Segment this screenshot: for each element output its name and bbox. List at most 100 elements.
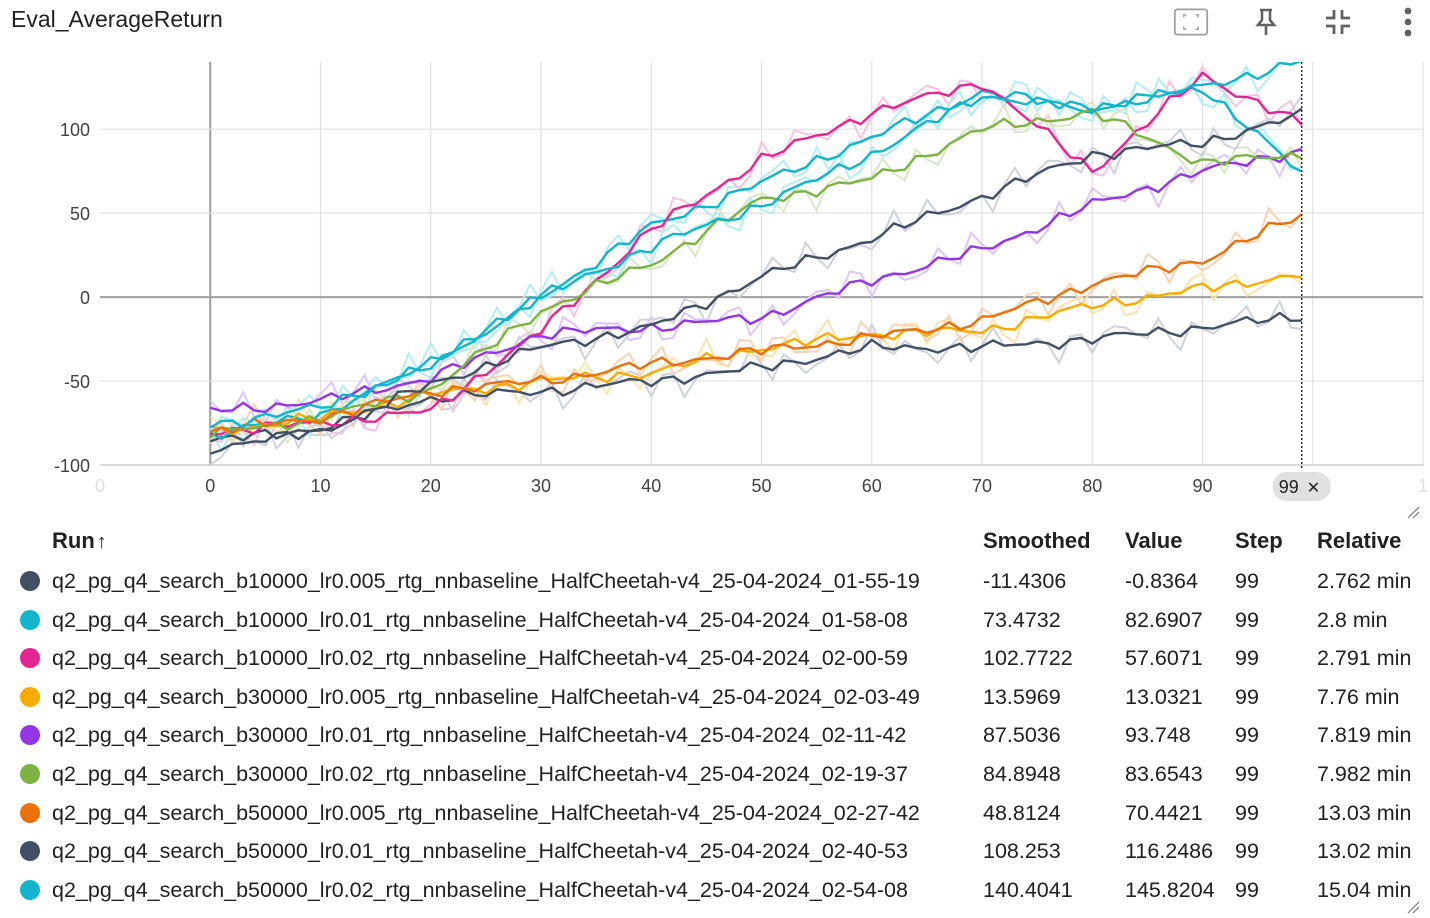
table-row[interactable]: q2_pg_q4_search_b30000_lr0.02_rtg_nnbase… <box>0 755 1430 793</box>
fit-domain-icon <box>1173 8 1209 36</box>
raw-value: 70.4421 <box>1125 800 1203 825</box>
raw-value: 57.6071 <box>1125 646 1203 671</box>
table-row[interactable]: q2_pg_q4_search_b30000_lr0.005_rtg_nnbas… <box>0 678 1430 716</box>
table-row[interactable]: q2_pg_q4_search_b50000_lr0.005_rtg_nnbas… <box>0 794 1430 832</box>
raw-value: -0.8364 <box>1125 569 1198 593</box>
smoothed-series-line[interactable] <box>209 311 1302 443</box>
table-row[interactable]: q2_pg_q4_search_b50000_lr0.02_rtg_nnbase… <box>0 871 1430 909</box>
table-row[interactable]: q2_pg_q4_search_b10000_lr0.02_rtg_nnbase… <box>0 639 1430 677</box>
smoothed-value: 102.7722 <box>983 646 1073 671</box>
pin-icon <box>1255 8 1277 35</box>
more-options-button[interactable] <box>1390 4 1426 40</box>
run-header-label: Run <box>52 528 95 553</box>
y-tick-label: -100 <box>54 456 90 476</box>
smoothed-series-line[interactable] <box>209 86 1303 440</box>
run-name: q2_pg_q4_search_b30000_lr0.005_rtg_nnbas… <box>52 684 920 709</box>
run-color-dot <box>20 879 40 900</box>
table-row[interactable]: q2_pg_q4_search_b10000_lr0.01_rtg_nnbase… <box>0 601 1430 639</box>
relative-time: 7.819 min <box>1317 723 1412 748</box>
relative-time: 13.02 min <box>1317 839 1412 864</box>
smoothed-series-line[interactable] <box>209 107 1303 439</box>
raw-value: 116.2486 <box>1125 839 1214 864</box>
raw-series-line <box>209 146 1303 425</box>
x-tick-label: 50 <box>751 476 771 496</box>
run-name: q2_pg_q4_search_b50000_lr0.02_rtg_nnbase… <box>52 877 908 902</box>
run-color-dot <box>20 686 40 707</box>
x-tick-label: 0 <box>205 476 215 496</box>
column-header-smoothed[interactable]: Smoothed <box>983 528 1091 553</box>
smoothed-value: 13.5969 <box>983 684 1061 709</box>
resize-handle-icon[interactable] <box>1406 505 1420 519</box>
run-name: q2_pg_q4_search_b50000_lr0.005_rtg_nnbas… <box>52 800 920 825</box>
x-tick-label: 70 <box>972 476 992 496</box>
step-value: 99 <box>1235 646 1259 671</box>
run-color-dot <box>20 571 40 591</box>
x-tick-label: 60 <box>862 476 882 496</box>
smoothed-value: 48.8124 <box>983 800 1061 825</box>
smoothed-series-line[interactable] <box>209 61 1303 429</box>
run-color-dot <box>20 802 40 823</box>
more-vert-icon <box>1404 7 1412 37</box>
x-tick-label: 0 <box>95 476 105 496</box>
step-value: 99 <box>1235 684 1259 709</box>
step-value: 99 <box>1235 839 1259 864</box>
step-value: 99 <box>1235 877 1259 902</box>
smoothed-value: 140.4041 <box>983 877 1073 902</box>
relative-time: 7.982 min <box>1317 762 1412 786</box>
y-tick-label: 0 <box>80 288 90 308</box>
run-color-dot <box>20 764 40 784</box>
column-header-relative[interactable]: Relative <box>1317 528 1402 553</box>
sort-ascending-icon: ↑ <box>96 531 107 553</box>
smoothed-series-line[interactable] <box>210 71 1303 436</box>
x-tick-label: 90 <box>1192 476 1212 496</box>
run-name: q2_pg_q4_search_b10000_lr0.005_rtg_nnbas… <box>52 569 920 593</box>
close-icon[interactable]: ✕ <box>1307 478 1320 497</box>
step-value: 99 <box>1235 569 1259 593</box>
raw-value: 93.748 <box>1125 723 1191 748</box>
smoothed-series-line[interactable] <box>209 107 1303 455</box>
table-row[interactable]: q2_pg_q4_search_b50000_lr0.01_rtg_nnbase… <box>0 832 1430 870</box>
relative-time: 7.76 min <box>1317 684 1400 709</box>
step-value: 99 <box>1235 800 1259 825</box>
raw-value: 13.0321 <box>1125 684 1203 709</box>
run-color-dot <box>20 648 40 669</box>
smoothed-value: 108.253 <box>983 839 1061 864</box>
table-row[interactable]: q2_pg_q4_search_b30000_lr0.01_rtg_nnbase… <box>0 716 1430 754</box>
raw-value: 82.6907 <box>1125 607 1203 632</box>
pin-button[interactable] <box>1248 4 1284 40</box>
run-name: q2_pg_q4_search_b30000_lr0.02_rtg_nnbase… <box>52 762 908 786</box>
raw-value: 83.6543 <box>1125 762 1203 786</box>
step-value: 99 <box>1235 607 1259 632</box>
relative-time: 2.762 min <box>1317 569 1412 593</box>
smoothed-value: -11.4306 <box>983 569 1067 593</box>
column-header-value[interactable]: Value <box>1125 528 1183 553</box>
run-name: q2_pg_q4_search_b10000_lr0.02_rtg_nnbase… <box>52 646 908 671</box>
table-row[interactable]: q2_pg_q4_search_b10000_lr0.005_rtg_nnbas… <box>0 562 1430 600</box>
y-tick-label: -50 <box>64 372 90 392</box>
x-tick-label: 10 <box>310 476 330 496</box>
y-tick-label: 50 <box>70 204 90 224</box>
line-chart[interactable]: 100 50 0 -50 -100 0 0 10 20 30 40 50 60 70 80 90 1 99 ✕ <box>0 48 1430 522</box>
smoothed-value: 87.5036 <box>983 723 1061 748</box>
collapse-icon <box>1326 10 1350 34</box>
run-name: q2_pg_q4_search_b50000_lr0.01_rtg_nnbase… <box>52 839 908 864</box>
column-header-step[interactable]: Step <box>1235 528 1283 553</box>
run-color-dot <box>20 609 40 630</box>
relative-time: 2.8 min <box>1317 607 1388 632</box>
fit-domain-button[interactable] <box>1173 4 1209 40</box>
run-name: q2_pg_q4_search_b10000_lr0.01_rtg_nnbase… <box>52 607 908 632</box>
x-tick-label: 40 <box>641 476 661 496</box>
x-tick-label: 80 <box>1082 476 1102 496</box>
run-name: q2_pg_q4_search_b30000_lr0.01_rtg_nnbase… <box>52 723 907 748</box>
relative-time: 15.04 min <box>1317 877 1412 902</box>
column-header-run[interactable]: Run ↑ <box>52 522 107 560</box>
collapse-button[interactable] <box>1320 4 1356 40</box>
resize-handle-icon[interactable] <box>1406 900 1420 914</box>
smoothed-series-line[interactable] <box>209 148 1303 414</box>
step-value: 99 <box>1235 762 1259 786</box>
raw-series-line <box>209 100 1303 445</box>
hover-step-chip[interactable]: 99 ✕ <box>1272 472 1331 501</box>
relative-time: 2.791 min <box>1317 646 1412 671</box>
step-value: 99 <box>1235 723 1259 748</box>
run-color-dot <box>20 841 40 862</box>
